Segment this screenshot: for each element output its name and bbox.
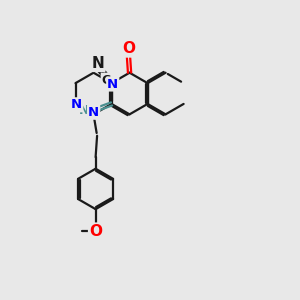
Text: C: C [102,74,111,87]
Text: NH: NH [78,104,99,117]
Text: O: O [89,224,102,238]
Text: N: N [92,56,104,71]
Text: N: N [107,77,118,91]
Text: N: N [88,106,99,119]
Text: O: O [122,41,135,56]
Text: N: N [71,98,82,111]
